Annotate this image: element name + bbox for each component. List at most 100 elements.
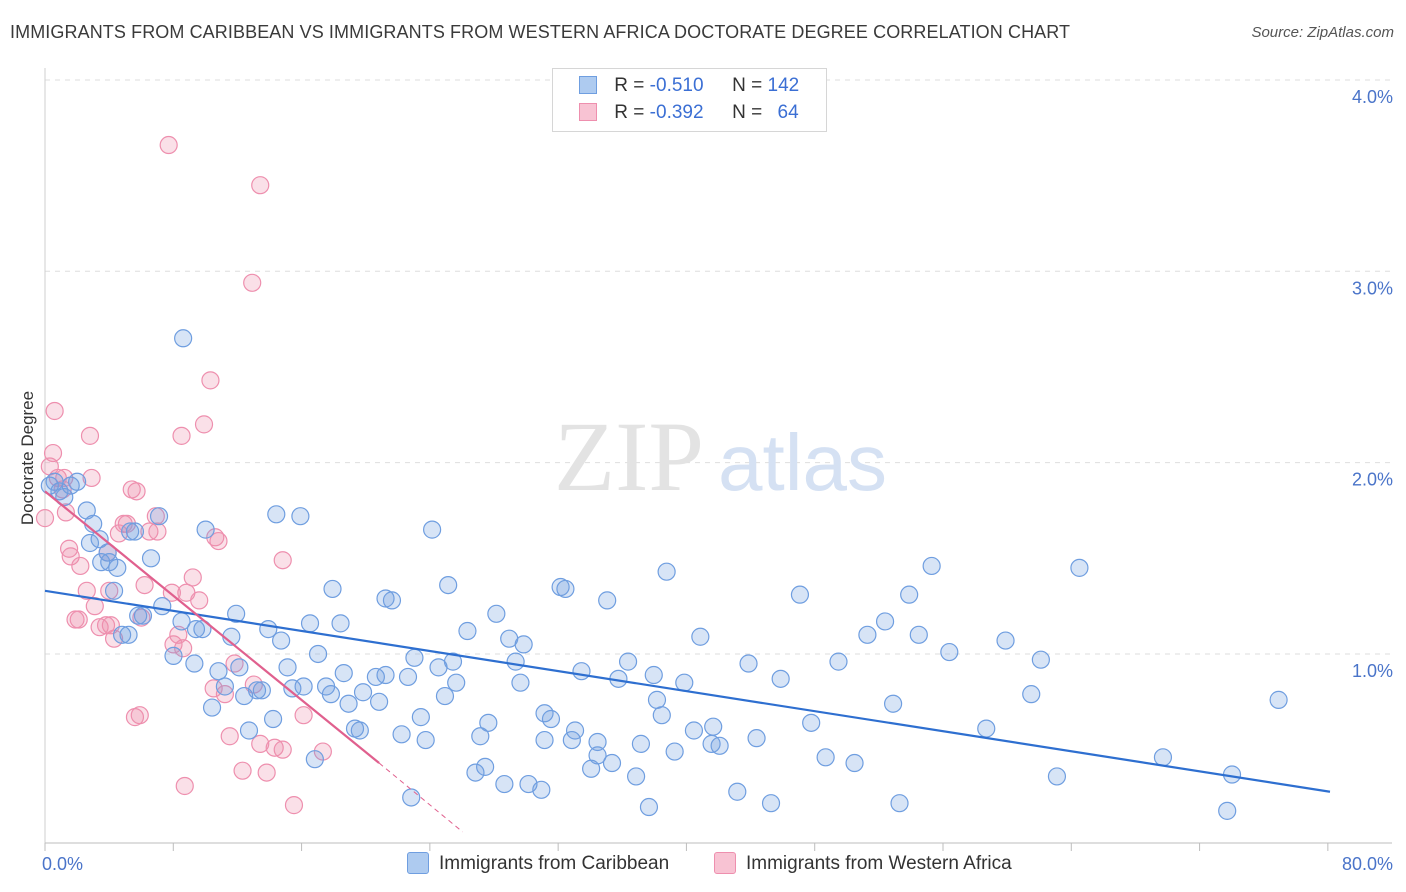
western-africa-point <box>257 763 276 782</box>
western-africa-point <box>169 625 188 644</box>
caribbean-point <box>644 665 663 685</box>
caribbean-point <box>532 780 551 799</box>
caribbean-point <box>283 679 302 698</box>
caribbean-point <box>263 709 283 729</box>
western-africa-point <box>251 734 270 753</box>
caribbean-point <box>308 644 328 664</box>
western-africa-point <box>56 503 75 522</box>
caribbean-point <box>129 606 148 625</box>
caribbean-point <box>227 604 246 623</box>
western-africa-point <box>251 176 270 195</box>
x-tick-label-min: 0.0% <box>42 854 83 874</box>
caribbean-point <box>511 673 530 692</box>
source-label: Source: ZipAtlas.com <box>1251 24 1394 41</box>
caribbean-point <box>771 669 790 688</box>
legend-row-caribbean: R = -0.510 N = 142 <box>579 75 799 97</box>
caribbean-point <box>104 581 124 600</box>
caribbean-point <box>112 625 132 644</box>
legend-n-value: 142 <box>767 75 800 96</box>
caribbean-point <box>202 698 222 717</box>
caribbean-point <box>495 774 514 794</box>
caribbean-point <box>816 748 835 767</box>
caribbean-point <box>435 686 455 706</box>
caribbean-point <box>321 685 341 704</box>
caribbean-point <box>652 706 671 725</box>
caribbean-point <box>392 725 411 744</box>
caribbean-point <box>541 709 561 729</box>
western-africa-point <box>35 509 55 528</box>
caribbean-point <box>398 667 418 687</box>
western-africa-point <box>190 591 209 610</box>
legend-row-western-africa: R = -0.392 N = 64 <box>579 102 799 124</box>
caribbean-point <box>185 654 204 673</box>
y-tick-label: 3.0% <box>1352 278 1393 298</box>
caribbean-point <box>294 677 313 696</box>
western-africa-point <box>194 415 214 434</box>
legend-r-label: R = <box>614 102 645 123</box>
western-africa-point <box>284 796 304 815</box>
caribbean-point <box>684 721 704 740</box>
western-africa-swatch <box>579 103 597 121</box>
watermark-zip: ZIP <box>554 401 704 512</box>
western-africa-point <box>80 426 100 445</box>
caribbean-point <box>90 530 109 549</box>
western-africa-point <box>220 727 239 746</box>
caribbean-point <box>174 329 193 348</box>
western-africa-legend-label: Immigrants from Western Africa <box>746 853 1012 874</box>
caribbean-point <box>588 732 607 752</box>
caribbean-point <box>447 673 466 692</box>
caribbean-point <box>164 646 183 665</box>
western-africa-point <box>82 468 101 488</box>
western-africa-point <box>243 273 262 292</box>
legend-item-western-africa: Immigrants from Western Africa <box>714 852 1012 875</box>
western-africa-point <box>90 618 109 637</box>
western-africa-point <box>201 371 220 390</box>
caribbean-point <box>1153 748 1173 767</box>
caribbean-points <box>40 329 1288 820</box>
caribbean-point <box>411 708 430 727</box>
caribbean-point <box>423 520 442 539</box>
caribbean-point <box>153 597 172 616</box>
caribbean-point <box>845 753 864 773</box>
caribbean-point <box>657 562 676 581</box>
caribbean-point <box>1269 690 1288 709</box>
caribbean-point <box>305 750 324 769</box>
caribbean-point <box>278 658 297 677</box>
western-africa-point <box>172 426 191 445</box>
caribbean-point <box>149 507 169 526</box>
caribbean-point <box>125 522 145 541</box>
caribbean-point <box>675 673 694 692</box>
western-africa-point <box>96 616 116 635</box>
x-tick-label-max: 80.0% <box>1342 854 1393 874</box>
caribbean-point <box>1070 558 1089 577</box>
western-africa-point <box>148 522 167 541</box>
caribbean-point <box>1031 650 1050 669</box>
watermark-atlas: atlas <box>718 418 887 507</box>
caribbean-point <box>535 730 554 750</box>
caribbean-point <box>466 763 485 782</box>
legend-n-label: N = <box>732 102 763 123</box>
western-africa-points <box>35 135 332 815</box>
caribbean-point <box>940 642 959 662</box>
caribbean-point <box>739 654 758 673</box>
legend-r-value: -0.510 <box>649 75 704 96</box>
caribbean-point <box>215 677 234 696</box>
caribbean-point <box>618 652 638 671</box>
stats-legend: R = -0.510 N = 142 R = -0.392 N = 64 <box>552 68 827 132</box>
caribbean-point <box>506 652 525 671</box>
caribbean-point <box>487 604 506 623</box>
caribbean-point <box>665 742 684 761</box>
caribbean-point <box>439 575 458 595</box>
caribbean-point <box>443 652 463 671</box>
western-africa-point <box>273 551 292 570</box>
caribbean-point <box>119 625 138 644</box>
caribbean-point <box>1022 685 1041 704</box>
watermark: ZIP atlas <box>554 401 887 512</box>
western-africa-point <box>71 556 90 576</box>
caribbean-point <box>639 797 659 817</box>
caribbean-point <box>405 648 424 667</box>
y-tick-label: 1.0% <box>1352 661 1393 681</box>
caribbean-point <box>514 635 533 654</box>
western-africa-point <box>209 531 228 551</box>
